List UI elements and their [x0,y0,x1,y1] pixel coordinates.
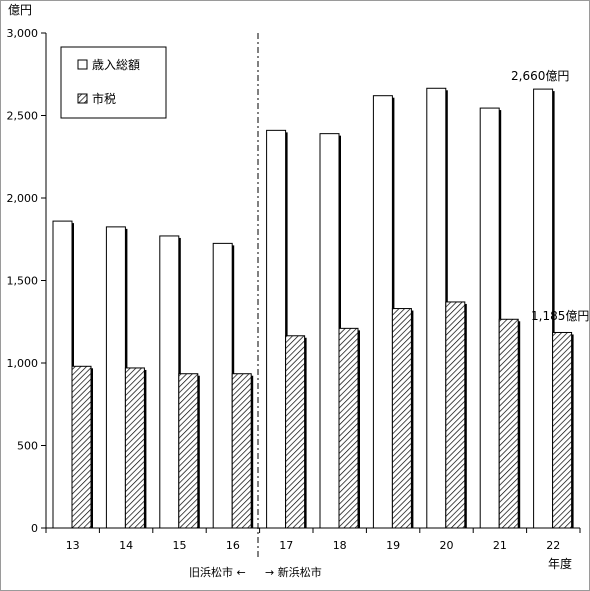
y-tick-label: 3,000 [7,27,39,40]
total-last-annotation: 2,660億円 [511,69,569,83]
x-tick-label: 19 [386,539,400,552]
bar-city-tax [391,308,412,529]
y-tick-label: 2,000 [7,192,39,205]
x-tick-label: 20 [440,539,454,552]
x-axis-ticks: 13 14 15 16 17 18 19 20 21 22 [45,528,581,552]
x-tick-label: 17 [279,539,293,552]
bar-total-revenue [266,129,287,529]
x-tick-label: 21 [493,539,507,552]
tax-last-annotation: 1,185億円 [531,309,589,323]
legend: 歳入総額 市税 [60,46,167,119]
y-tick-label: 1,000 [7,357,39,370]
bar-city-tax [124,367,145,529]
legend-swatch-total [77,59,88,70]
bar-city-tax [178,373,199,529]
x-tick-label: 16 [226,539,240,552]
y-tick-label: 1,500 [7,275,39,288]
bar-total-revenue [105,226,126,529]
x-tick-label: 15 [173,539,187,552]
x-tick-label: 18 [333,539,347,552]
x-tick-label: 13 [66,539,80,552]
new-city-label: → 新浜松市 [265,565,322,579]
bar-total-revenue [426,87,447,529]
bar-total-revenue [212,242,233,529]
legend-box [60,46,167,119]
legend-label-tax: 市税 [92,91,116,106]
old-city-label: 旧浜松市 ← [189,565,246,579]
y-axis-ticks: 0 500 1,000 1,500 2,000 2,500 3,000 [7,27,46,535]
bar-total-revenue [159,235,180,529]
bar-city-tax [71,365,92,529]
bar-total-revenue [52,220,73,529]
x-axis-unit-label: 年度 [548,556,572,571]
y-tick-label: 2,500 [7,110,39,123]
bar-city-tax [445,301,466,529]
x-tick-label: 14 [119,539,133,552]
y-tick-label: 0 [31,522,38,535]
bar-city-tax [498,318,519,529]
bar-city-tax [552,331,573,529]
x-tick-label: 22 [546,539,560,552]
y-tick-label: 500 [17,440,38,453]
bar-total-revenue [372,95,393,529]
bar-total-revenue [479,107,500,529]
bar-marks [52,87,574,529]
legend-label-total: 歳入総額 [92,58,140,72]
legend-swatch-tax [77,93,88,104]
bar-city-tax [231,373,252,529]
bar-total-revenue [319,133,340,529]
bar-city-tax [285,335,306,529]
bar-city-tax [338,327,359,529]
y-axis-unit-label: 億円 [8,3,32,17]
